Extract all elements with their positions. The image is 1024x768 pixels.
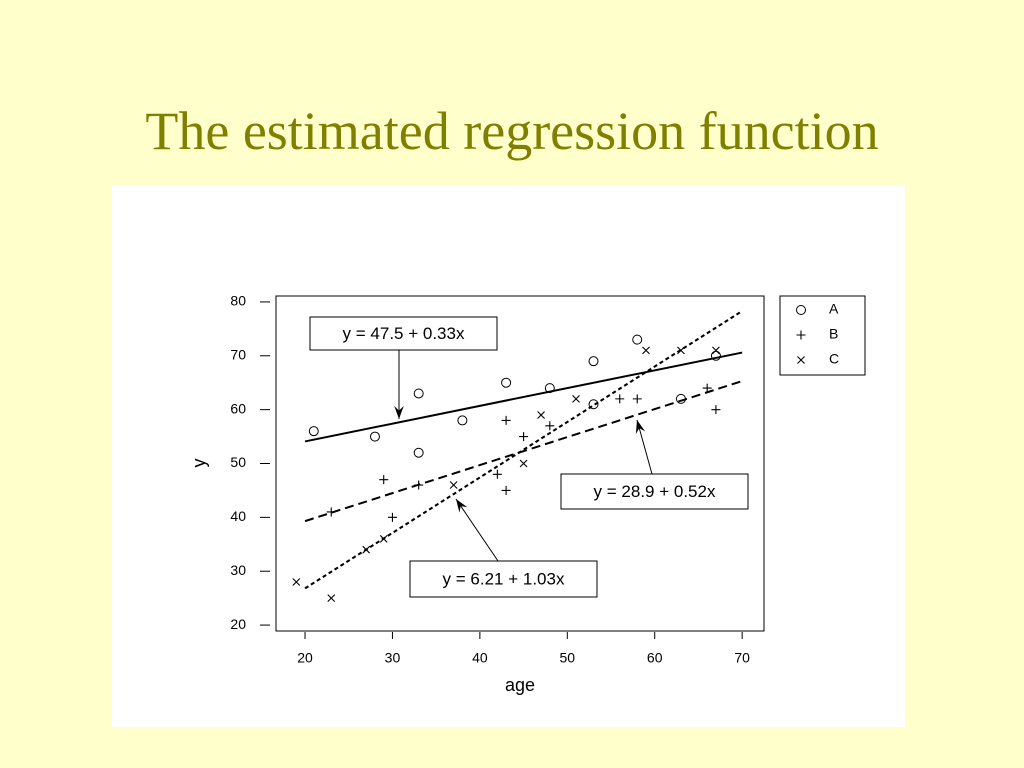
point (632, 394, 642, 404)
point (501, 377, 512, 388)
point (796, 330, 806, 340)
point (379, 475, 389, 485)
y-tick-label: 80 (230, 293, 246, 309)
point (457, 415, 468, 426)
chart: 20 30 40 50 60 70 80 20 30 40 50 60 70 age y y = 47.5 +… (112, 185, 905, 727)
legend-label: A (829, 301, 839, 317)
point (413, 447, 424, 458)
x-tick-label: 30 (385, 650, 401, 666)
point (711, 405, 721, 415)
annotation-box (309, 316, 498, 351)
regression-line (304, 310, 743, 590)
x-tick-label: 50 (560, 650, 576, 666)
plot-frame (275, 295, 765, 632)
y-axis-label: y (189, 459, 209, 468)
point (588, 356, 599, 367)
annotation-label: y = 6.21 + 1.03x (443, 569, 565, 588)
point (327, 594, 336, 603)
point (545, 421, 555, 431)
x-tick-label: 70 (734, 650, 750, 666)
annotation-arrow (455, 498, 499, 562)
point (519, 432, 529, 442)
point (387, 512, 397, 522)
y-tick-label: 70 (230, 346, 246, 362)
point (537, 411, 545, 419)
annotation-label: y = 47.5 + 0.33x (343, 324, 465, 343)
point (501, 485, 511, 495)
point (796, 305, 806, 315)
point (572, 394, 580, 403)
point (492, 469, 502, 479)
point (292, 578, 301, 586)
arrow-head (394, 405, 404, 419)
legend-label: B (829, 326, 838, 342)
regression-line (304, 380, 743, 523)
x-axis-label: age (505, 675, 535, 695)
point (449, 481, 458, 489)
point (642, 346, 650, 355)
regression-line (304, 351, 743, 443)
y-tick-label: 20 (230, 616, 246, 632)
annotation-box (560, 473, 749, 510)
point (519, 459, 528, 468)
legend-box (779, 295, 866, 376)
y-tick-label: 40 (230, 508, 246, 524)
point (710, 350, 721, 361)
point (308, 426, 319, 437)
y-tick-label: 60 (230, 400, 246, 416)
annotation-box (409, 560, 598, 598)
point (369, 431, 380, 442)
point (712, 346, 720, 355)
arrow-head (635, 420, 646, 434)
point (501, 415, 511, 425)
x-tick-label: 60 (647, 650, 663, 666)
slide-title: The estimated regression function (145, 101, 879, 161)
annotation-arrow (636, 419, 653, 475)
annotation-label: y = 28.9 + 0.52x (594, 482, 716, 501)
x-tick-label: 20 (297, 650, 313, 666)
point (632, 334, 643, 345)
point (702, 383, 712, 393)
arrow-head (456, 499, 468, 513)
point (413, 388, 424, 399)
point (615, 394, 625, 404)
x-tick-label: 40 (472, 650, 488, 666)
y-tick-label: 50 (230, 454, 246, 470)
legend-label: C (829, 351, 839, 367)
point (797, 356, 805, 364)
point (588, 399, 599, 410)
y-tick-label: 30 (230, 562, 246, 578)
